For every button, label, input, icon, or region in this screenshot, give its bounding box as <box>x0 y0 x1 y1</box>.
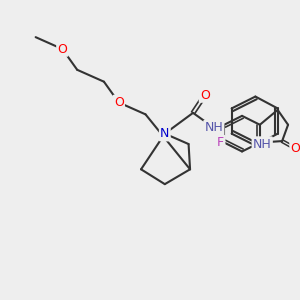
Text: O: O <box>290 142 300 155</box>
Text: F: F <box>217 136 224 149</box>
Text: NH: NH <box>253 138 272 151</box>
Text: O: O <box>200 88 210 102</box>
Text: NH: NH <box>204 121 223 134</box>
Text: O: O <box>114 96 124 109</box>
Text: N: N <box>160 127 170 140</box>
Text: O: O <box>57 43 67 56</box>
